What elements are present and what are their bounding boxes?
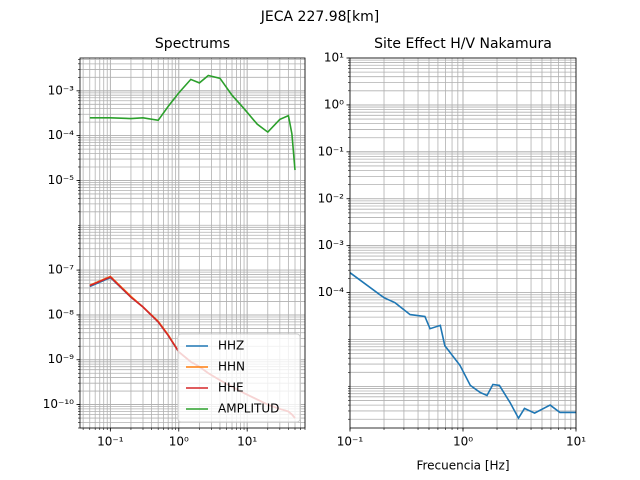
legend-label: HHZ (218, 339, 244, 353)
y-tick-label: 10⁻² (318, 191, 345, 205)
x-tick-label: 10⁻¹ (97, 435, 124, 449)
y-tick-label: 10¹ (324, 51, 344, 65)
x-tick-label: 10⁰ (453, 435, 473, 449)
y-tick-label: 10⁻⁴ (318, 285, 345, 299)
legend-box (177, 333, 301, 423)
x-tick-label: 10¹ (237, 435, 257, 449)
x-tick-label: 10⁰ (169, 435, 189, 449)
y-tick-label: 10⁻¹⁰ (43, 397, 74, 411)
x-tick-label: 10⁻¹ (337, 435, 364, 449)
legend-label: HHN (218, 360, 245, 374)
axes-frame (349, 57, 577, 429)
y-tick-label: 10⁻⁸ (48, 307, 75, 321)
figure-title: JECA 227.98[km] (260, 9, 379, 25)
axes-title: Site Effect H/V Nakamura (374, 36, 552, 52)
y-tick-label: 10⁻⁷ (48, 263, 75, 277)
y-tick-label: 10⁻³ (48, 83, 75, 97)
series-line (350, 272, 576, 420)
y-tick-label: 10⁻¹ (318, 144, 345, 158)
y-tick-label: 10⁻⁹ (48, 352, 75, 366)
series-line (89, 74, 296, 171)
y-tick-label: 10⁻³ (318, 238, 345, 252)
y-tick-label: 10⁻⁵ (48, 173, 75, 187)
x-axis-label: Frecuencia [Hz] (416, 459, 509, 473)
axes-title: Spectrums (155, 36, 230, 52)
x-tick-label: 10¹ (566, 435, 586, 449)
y-tick-label: 10⁻⁴ (48, 128, 75, 142)
legend-label: HHE (218, 381, 244, 395)
axes-frame (79, 57, 306, 429)
legend-label: AMPLITUD (218, 402, 279, 416)
y-tick-label: 10⁰ (324, 97, 344, 111)
